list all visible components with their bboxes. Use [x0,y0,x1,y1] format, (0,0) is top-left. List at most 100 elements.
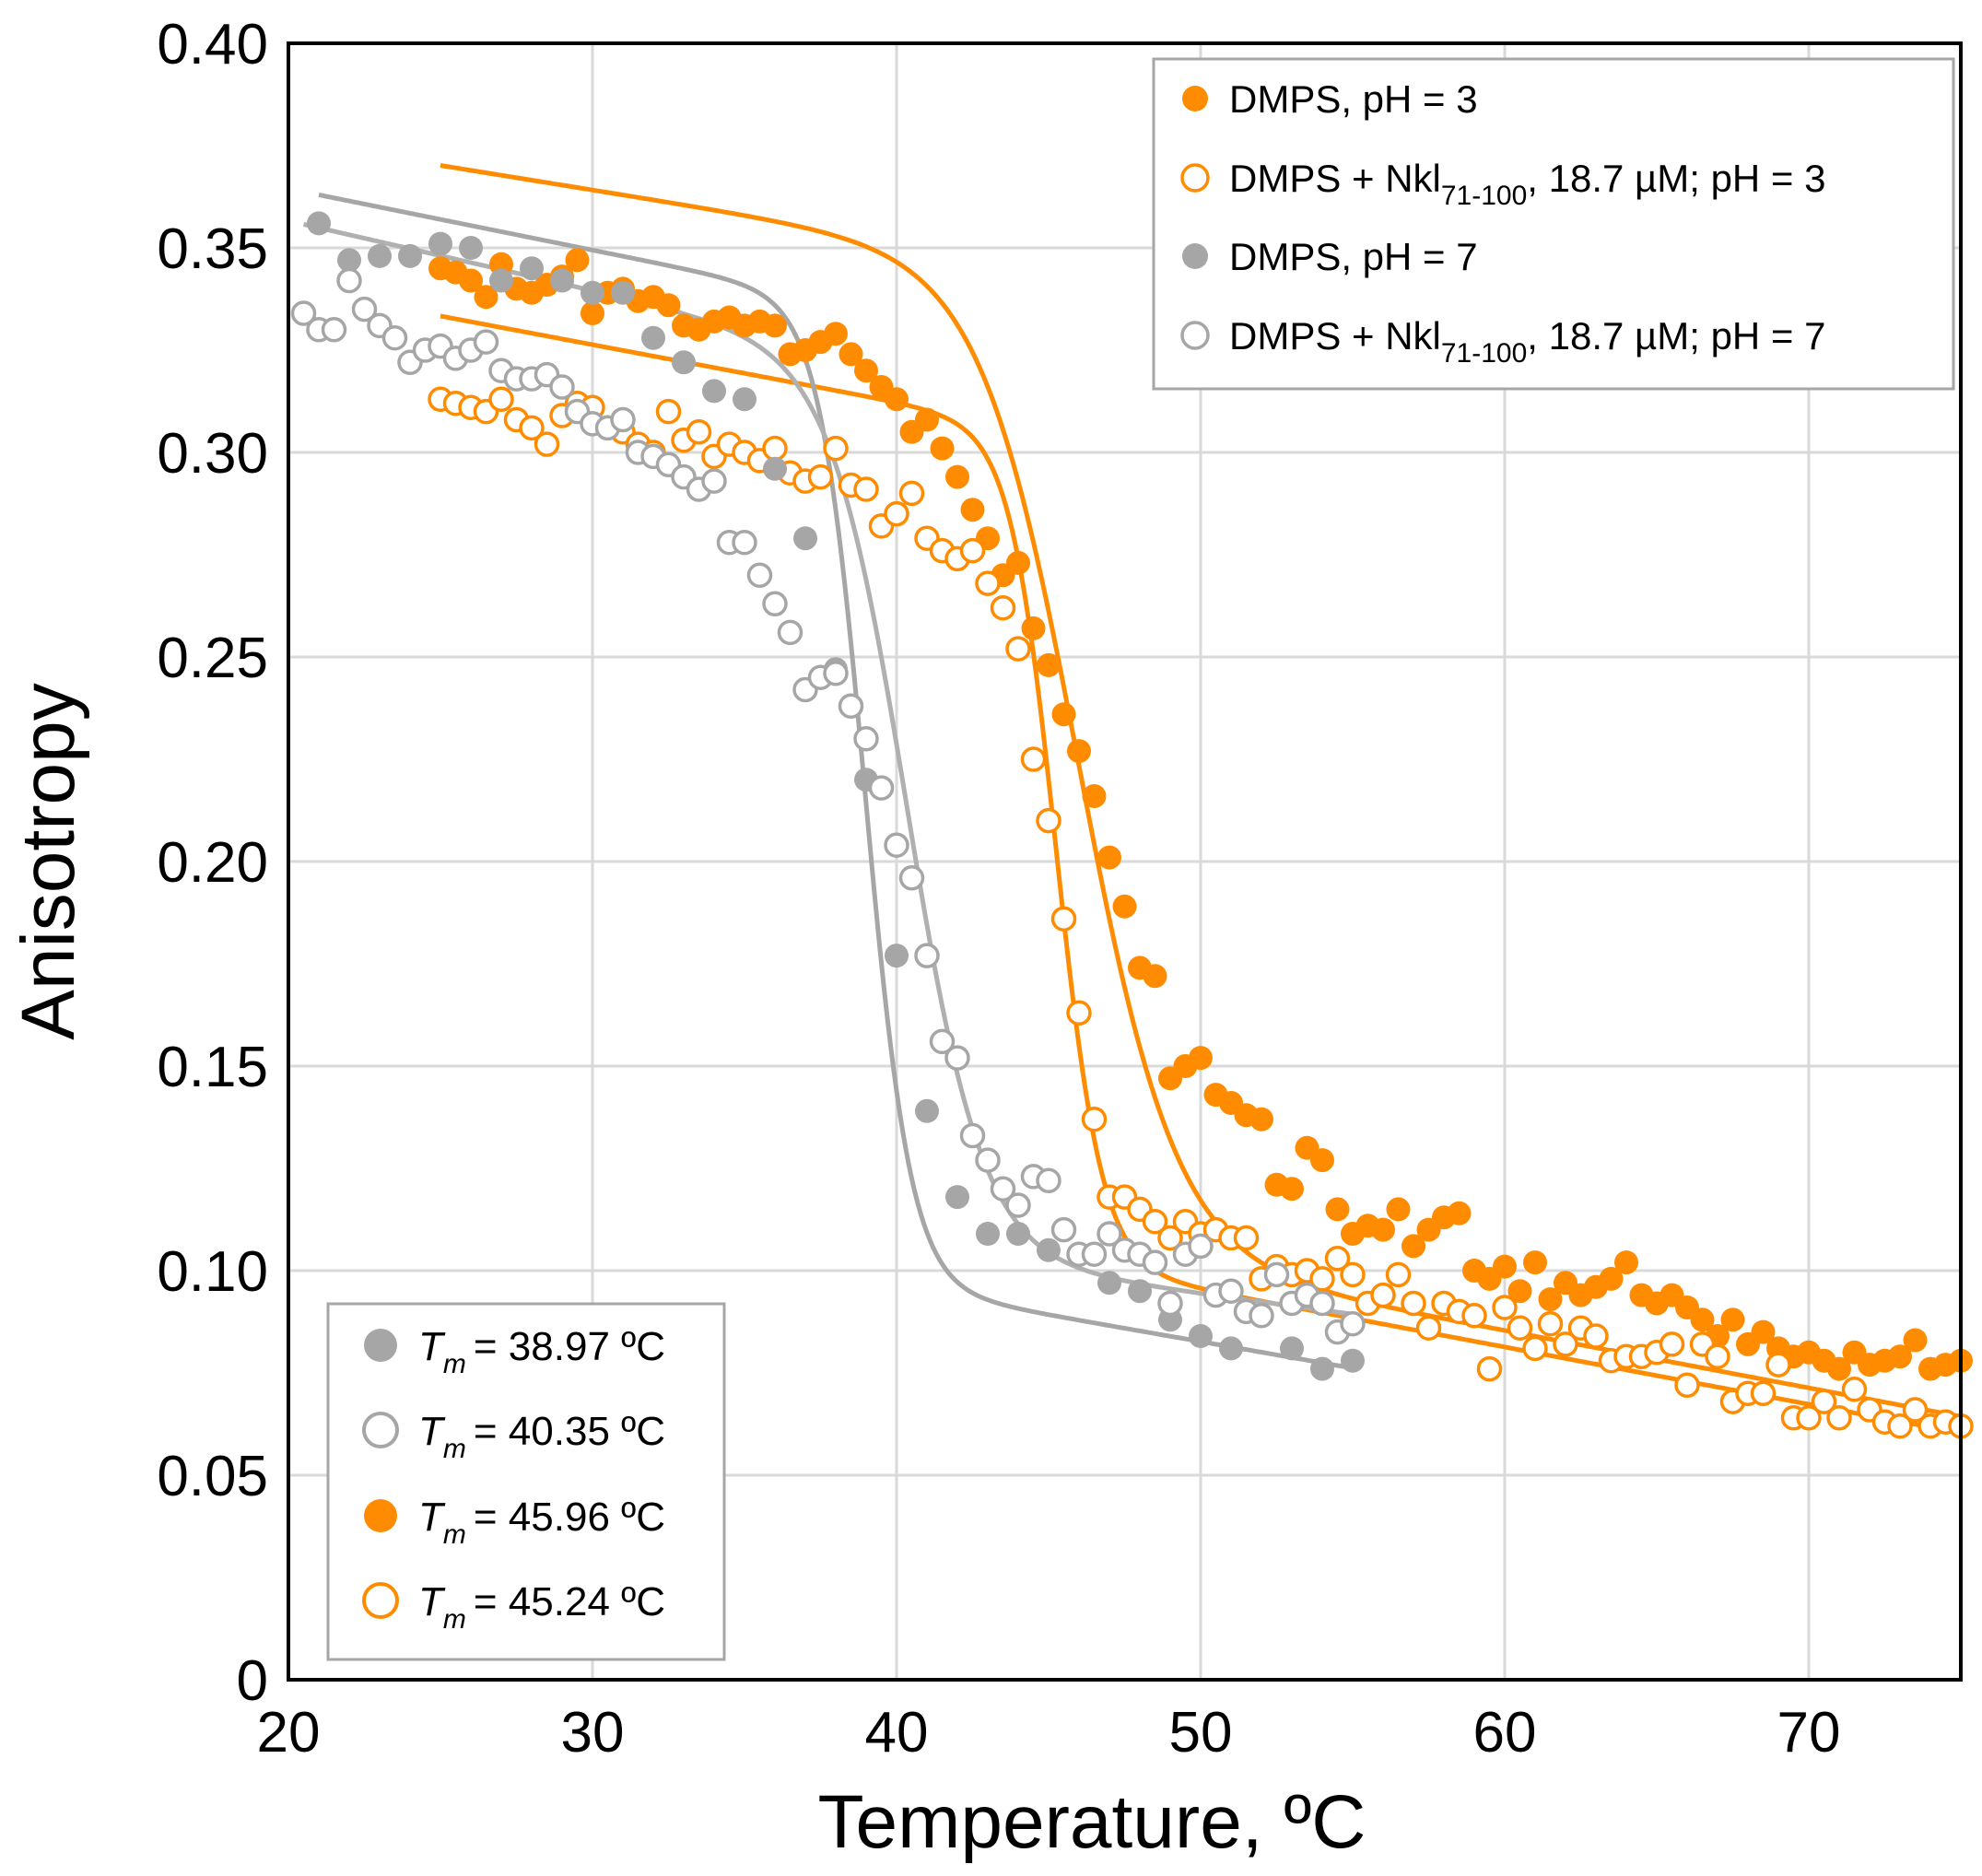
legend-label: DMPS, pH = 3 [1229,77,1478,121]
data-point [1538,1287,1563,1312]
data-point [1720,1307,1745,1332]
x-tick-label: 60 [1473,1701,1537,1765]
data-point [823,661,849,686]
data-point [1750,1380,1777,1406]
data-point [1507,1315,1533,1341]
data-point [1067,739,1091,764]
data-point [1142,1249,1168,1275]
data-point [581,301,604,325]
data-point [885,387,909,412]
y-tick-label: 0.30 [157,422,268,486]
x-tick-label: 20 [257,1701,321,1765]
y-tick-label: 0.20 [157,831,268,895]
data-point [1507,1279,1532,1304]
data-point [1143,964,1167,989]
data-point [990,594,1016,621]
data-point [1157,1225,1183,1251]
tm-legend-marker [364,1329,397,1362]
data-point [610,406,636,433]
legend-label: DMPS, pH = 7 [1229,235,1478,278]
data-point [1097,1221,1122,1247]
data-point [884,500,909,527]
data-point [732,529,757,556]
data-point [1309,1266,1335,1292]
data-point [550,268,574,293]
data-point [1811,1389,1837,1414]
data-point [1006,1222,1030,1246]
y-tick-label: 0.15 [157,1036,268,1099]
data-point [838,693,864,720]
legend-marker [1180,321,1210,350]
data-point [839,342,863,367]
data-point [1599,1266,1624,1291]
data-point [1888,1344,1912,1369]
plot-area-frame [287,41,1963,1682]
data-point [1233,1225,1260,1251]
legend-marker [1180,163,1210,193]
y-tick-label: 0.05 [157,1445,268,1508]
data-point [884,832,909,858]
y-tick-label: 0.35 [157,217,268,281]
data-point [1081,1241,1108,1267]
fit-curve-3 [318,193,1354,1371]
fit-curve-1 [440,163,1962,1419]
data-point [1325,1197,1350,1222]
data-point [975,570,1001,596]
data-point [853,726,879,752]
data-point [914,943,940,968]
data-point [990,1176,1016,1202]
y-tick-label: 0.10 [157,1240,268,1304]
data-point [520,256,544,281]
data-point [428,231,452,256]
tm-legend-marker [362,1582,399,1619]
data-point [1887,1413,1913,1439]
data-point [381,324,408,351]
data-point [1128,1279,1152,1304]
data-point [1659,1331,1685,1357]
tm-legend-marker [362,1412,399,1448]
data-point [1050,906,1077,932]
data-point [1097,845,1121,870]
data-point [1263,1261,1290,1288]
data-point [488,386,514,413]
tm-legend: Tm = 38.97 ºC Tm = 40.35 ºC Tm = 45.96 ºC Tm = … [326,1302,726,1661]
data-point [307,211,331,236]
data-point [763,456,787,481]
data-point [1309,1290,1335,1317]
data-point [1705,1343,1730,1369]
data-point [473,329,499,355]
data-point [1341,1348,1365,1373]
y-tick-label: 0 [237,1649,268,1713]
data-point [1249,1107,1273,1131]
data-point [1493,1254,1517,1279]
data-point [976,1222,1000,1246]
data-point [534,431,560,457]
data-point [1447,1201,1472,1225]
data-point [885,944,909,968]
data-point [611,280,635,305]
data-point [824,322,848,346]
series-1-points [428,248,1973,1381]
data-point [1796,1405,1822,1431]
legend-label: DMPS + Nkl71-100, 18.7 µM; pH = 7 [1229,314,1825,369]
data-point [656,293,681,318]
data-point [898,480,925,507]
data-point [641,325,665,350]
data-point [930,436,955,461]
data-point [398,243,422,268]
tick-labels: 20 30 40 50 60 70 0 0.05 0.10 0.15 0.20 0.25 0.30 0.3… [157,13,1840,1765]
data-point [1189,1046,1213,1071]
data-point [1036,1167,1061,1194]
data-point [929,1028,956,1055]
series-2-points [428,386,1974,1439]
data-point [1523,1250,1547,1275]
y-axis-title: Anisotropy [6,683,90,1039]
data-point [1020,746,1047,772]
data-point [1340,1261,1366,1288]
data-point [1189,1324,1213,1348]
data-point [1037,1237,1061,1262]
data-point [1903,1328,1928,1353]
data-point [1142,1208,1168,1235]
data-point [655,398,682,425]
